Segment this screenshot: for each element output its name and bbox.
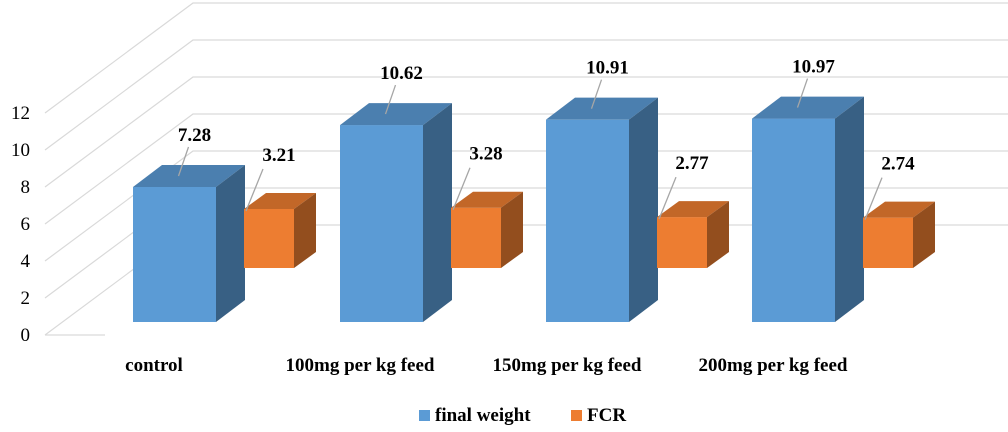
bar-final-weight-top: [133, 165, 245, 187]
category-label: 100mg per kg feed: [286, 355, 435, 376]
legend-swatch: [419, 410, 430, 421]
bar-fcr: [244, 193, 316, 268]
data-label-fcr: 2.77: [675, 153, 709, 174]
data-labels: 7.28 3.21 10.62 3.28 10.91 2.77 10.97 2.74: [178, 57, 915, 220]
y-tick-label: 4: [21, 251, 31, 272]
bar-fcr-front: [244, 209, 294, 268]
bar-fcr-front: [451, 207, 501, 268]
bars: [133, 96, 935, 322]
y-tick-label: 2: [21, 288, 31, 309]
bar-fcr-front: [657, 217, 707, 268]
gridline: [44, 113, 1008, 225]
bar-fcr-front: [863, 217, 913, 268]
bar-fcr: [863, 201, 935, 268]
bar-final-weight: [752, 96, 864, 322]
category-label: 200mg per kg feed: [699, 355, 848, 376]
legend: final weight FCR: [419, 405, 626, 426]
leader-line: [452, 167, 471, 210]
bar-final-weight: [133, 165, 245, 322]
legend-swatch: [571, 410, 582, 421]
bar-fcr-side: [294, 193, 316, 268]
data-label-final-weight: 10.91: [586, 58, 629, 79]
category-label: 150mg per kg feed: [493, 355, 642, 376]
leader-line: [245, 168, 264, 212]
y-tick-label: 6: [21, 214, 31, 235]
y-axis-ticks: 0 2 4 6 8 10 12: [11, 103, 31, 346]
bar-fcr-side: [913, 201, 935, 268]
category-labels: control 100mg per kg feed 150mg per kg fee…: [125, 355, 848, 376]
data-label-final-weight: 10.97: [792, 57, 835, 78]
leader-line: [796, 78, 809, 108]
y-tick-label: 12: [11, 103, 30, 124]
gridline: [44, 150, 1008, 262]
bar-final-weight-front: [546, 119, 629, 322]
leader-line: [590, 79, 603, 109]
bar-final-weight-top: [546, 97, 658, 120]
legend-label: FCR: [587, 405, 626, 426]
bar-final-weight-front: [752, 118, 835, 322]
bar-final-weight-side: [629, 97, 658, 322]
legend-label: final weight: [435, 405, 531, 426]
bar-final-weight: [546, 97, 658, 322]
bar-fcr-side: [707, 201, 729, 268]
bar-fcr-side: [501, 191, 523, 268]
y-tick-label: 8: [21, 177, 31, 198]
leader-line: [864, 177, 883, 220]
gridline: [44, 76, 1008, 188]
bar-fcr-top: [244, 193, 316, 209]
bar-final-weight-front: [340, 125, 423, 322]
bar-fcr: [451, 191, 523, 268]
bar-final-weight-side: [216, 165, 245, 322]
category-label: control: [125, 355, 183, 376]
y-tick-label: 0: [21, 325, 31, 346]
bar-final-weight-side: [423, 103, 452, 322]
bar-final-weight-top: [340, 103, 452, 126]
bar-fcr-top: [451, 191, 523, 208]
bar-final-weight: [340, 103, 452, 322]
bar-final-weight-side: [835, 96, 864, 322]
data-label-final-weight: 10.62: [380, 63, 423, 84]
bar-final-weight-front: [133, 187, 216, 322]
y-tick-label: 10: [11, 140, 30, 161]
bar-fcr-top: [863, 201, 935, 218]
gridlines: [44, 2, 1008, 336]
data-label-fcr: 2.74: [881, 154, 915, 175]
leader-line: [658, 176, 677, 220]
data-label-fcr: 3.28: [469, 144, 502, 165]
gridline: [44, 39, 1008, 151]
leader-line: [384, 84, 397, 115]
gridline: [44, 2, 1008, 114]
data-label-final-weight: 7.28: [178, 125, 211, 146]
bar-final-weight-top: [752, 96, 864, 119]
bar-fcr-top: [657, 201, 729, 218]
leader-line: [177, 146, 190, 177]
data-label-fcr: 3.21: [262, 145, 295, 166]
bar-fcr: [657, 201, 729, 268]
